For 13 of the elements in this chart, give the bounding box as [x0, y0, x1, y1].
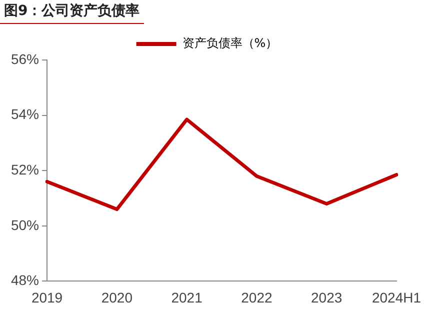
y-tick-label: 50% [10, 216, 40, 233]
x-tick-label: 2024H1 [372, 289, 422, 306]
legend-label: 资产负债率（%） [182, 36, 278, 50]
x-tick-label: 2023 [311, 289, 342, 306]
y-tick-label: 52% [10, 161, 40, 178]
y-tick-label: 56% [10, 50, 40, 67]
x-tick-label: 2021 [171, 289, 203, 306]
x-tick-label: 2020 [101, 289, 133, 306]
x-tick-label: 2022 [241, 289, 272, 306]
y-tick-label: 54% [10, 106, 40, 122]
x-tick-label: 2019 [31, 289, 63, 306]
y-tick-label: 48% [10, 272, 40, 288]
chart-title: 图9：公司资产负债率 [0, 0, 144, 24]
